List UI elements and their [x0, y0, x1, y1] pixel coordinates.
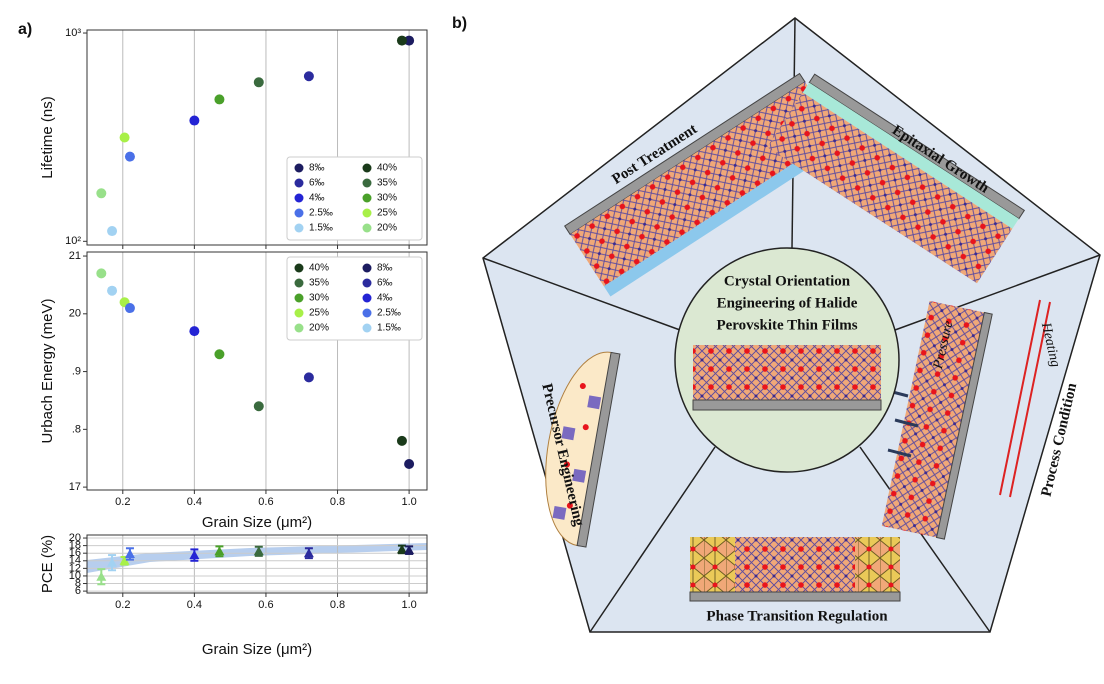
y-tick-label: 10³ [65, 27, 81, 39]
legend-label: 30% [377, 193, 397, 204]
y-axis-label: Lifetime (ns) [39, 96, 56, 179]
legend-marker [295, 209, 304, 218]
legend-label: 30% [309, 293, 329, 304]
x-tick-label: 0.6 [258, 496, 273, 508]
panel-label: b) [452, 15, 467, 32]
legend-label: 6‰ [377, 278, 393, 289]
legend-marker [295, 279, 304, 288]
center-title: Engineering of Halide [717, 295, 858, 311]
x-axis-label: Grain Size (μm²) [202, 641, 312, 658]
legend-label: 6‰ [309, 178, 325, 189]
x-tick-label: 0.4 [187, 599, 202, 611]
center-title: Perovskite Thin Films [716, 317, 857, 333]
point [254, 77, 264, 87]
y-tick-label: .8 [72, 423, 81, 435]
section-title: Phase Transition Regulation [706, 608, 888, 624]
y-tick-label: 21 [69, 250, 81, 262]
y-tick-label: 17 [69, 481, 81, 493]
legend-label: 2.5‰ [309, 208, 333, 219]
point [107, 226, 117, 236]
x-tick-label: 0.2 [115, 496, 130, 508]
legend-marker [363, 164, 372, 173]
legend-marker [363, 194, 372, 203]
legend-label: 25% [309, 308, 329, 319]
y-axis-label: Urbach Energy (meV) [39, 298, 56, 443]
legend-marker [363, 279, 372, 288]
legend-label: 40% [377, 163, 397, 174]
point [189, 326, 199, 336]
legend-label: 35% [377, 178, 397, 189]
y-tick-label: 20 [69, 532, 81, 544]
legend-marker [363, 264, 372, 273]
legend-marker [295, 309, 304, 318]
point [397, 436, 407, 446]
legend-label: 8‰ [377, 263, 393, 274]
point [189, 116, 199, 126]
legend-label: 40% [309, 263, 329, 274]
legend-marker [363, 209, 372, 218]
legend-label: 8‰ [309, 163, 325, 174]
x-tick-label: 0.2 [115, 599, 130, 611]
legend-marker [295, 164, 304, 173]
legend-label: 4‰ [377, 293, 393, 304]
x-tick-label: 0.8 [330, 599, 345, 611]
legend-marker [363, 309, 372, 318]
point [304, 71, 314, 81]
y-tick-label: 20 [69, 308, 81, 320]
legend-marker [295, 224, 304, 233]
legend-marker [295, 194, 304, 203]
point [125, 303, 135, 313]
x-tick-label: 1.0 [401, 599, 416, 611]
legend-marker [363, 294, 372, 303]
legend-marker [363, 179, 372, 188]
point [120, 133, 130, 143]
diagram: Crystal Orientation Engineering of Halid… [483, 18, 1100, 632]
y-tick-label: .9 [72, 365, 81, 377]
point [107, 286, 117, 296]
center-title: Crystal Orientation [724, 273, 851, 289]
legend-label: 20% [309, 323, 329, 334]
legend-box [287, 257, 422, 340]
x-tick-label: 0.6 [258, 599, 273, 611]
panel-label: a) [18, 21, 32, 38]
point [214, 349, 224, 359]
center-film [693, 345, 881, 400]
legend-marker [363, 324, 372, 333]
legend-marker [295, 294, 304, 303]
legend-label: 1.5‰ [377, 323, 401, 334]
legend-label: 35% [309, 278, 329, 289]
legend-label: 25% [377, 208, 397, 219]
x-tick-label: 1.0 [401, 496, 416, 508]
legend-label: 20% [377, 223, 397, 234]
figure: a) b) 10² 10³ Lifetime (ns) 8‰ 6‰ 4‰ 2.5‰ 1.5‰ 4… [0, 0, 1104, 684]
legend-label: 2.5‰ [377, 308, 401, 319]
point [404, 459, 414, 469]
substrate [693, 400, 881, 410]
legend-marker [363, 224, 372, 233]
point [214, 94, 224, 104]
point [96, 188, 106, 198]
legend-label: 4‰ [309, 193, 325, 204]
legend-marker [295, 324, 304, 333]
x-tick-label: 0.4 [187, 496, 202, 508]
x-tick-label: 0.8 [330, 496, 345, 508]
legend-marker [295, 264, 304, 273]
legend-label: 1.5‰ [309, 223, 333, 234]
legend-marker [295, 179, 304, 188]
point [254, 401, 264, 411]
y-tick-label: 10² [65, 235, 81, 247]
point [96, 268, 106, 278]
point [397, 36, 407, 46]
point [125, 152, 135, 162]
y-axis-label: PCE (%) [39, 535, 56, 593]
point [304, 372, 314, 382]
x-axis-label: Grain Size (μm²) [202, 514, 312, 531]
legend-box [287, 157, 422, 240]
phase-film [690, 537, 900, 601]
